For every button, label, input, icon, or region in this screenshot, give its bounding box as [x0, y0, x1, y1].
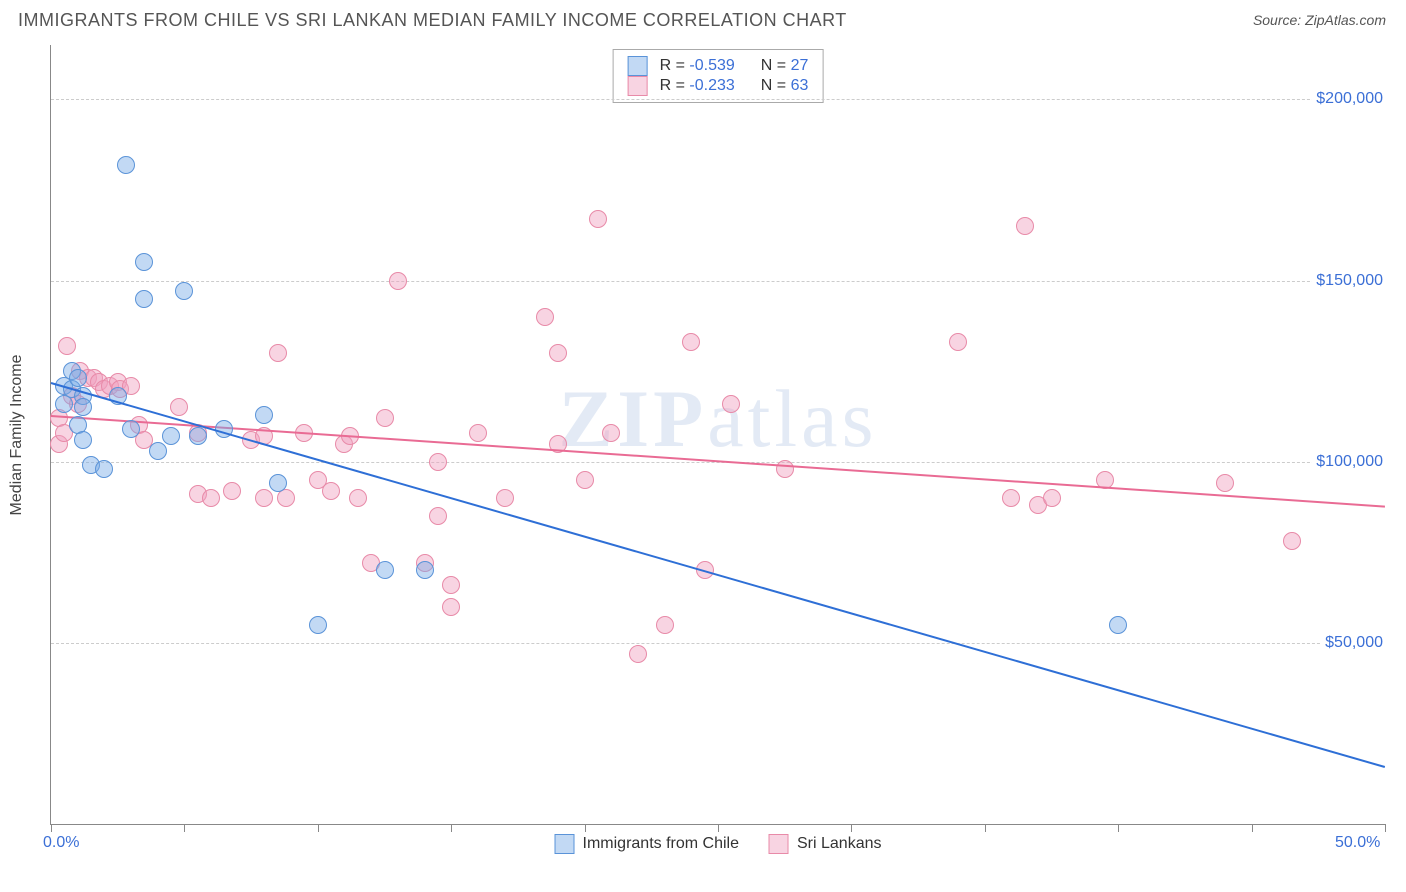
data-point-srilankan	[223, 482, 241, 500]
data-point-srilankan	[442, 598, 460, 616]
data-point-chile	[135, 253, 153, 271]
data-point-chile	[416, 561, 434, 579]
data-point-srilankan	[442, 576, 460, 594]
data-point-srilankan	[389, 272, 407, 290]
legend-swatch-chile	[628, 56, 648, 76]
x-tick	[318, 824, 319, 832]
data-point-srilankan	[269, 344, 287, 362]
data-point-srilankan	[1283, 532, 1301, 550]
data-point-chile	[309, 616, 327, 634]
data-point-srilankan	[602, 424, 620, 442]
source-label: Source:	[1253, 12, 1305, 28]
data-point-srilankan	[629, 645, 647, 663]
y-tick-label: $50,000	[1321, 634, 1387, 652]
x-tick	[451, 824, 452, 832]
data-point-chile	[269, 474, 287, 492]
chart-title: IMMIGRANTS FROM CHILE VS SRI LANKAN MEDI…	[18, 10, 847, 31]
data-point-srilankan	[202, 489, 220, 507]
data-point-chile	[74, 398, 92, 416]
data-point-srilankan	[469, 424, 487, 442]
legend-series: Immigrants from Chile Sri Lankans	[555, 834, 882, 854]
legend-swatch-srilankan-bottom	[769, 834, 789, 854]
x-tick	[985, 824, 986, 832]
legend-swatch-srilankan	[628, 76, 648, 96]
legend-stats: R = -0.539 N = 27 R = -0.233 N = 63	[613, 49, 824, 103]
data-point-srilankan	[682, 333, 700, 351]
x-tick	[718, 824, 719, 832]
data-point-chile	[1109, 616, 1127, 634]
legend-stats-row-srilankan: R = -0.233 N = 63	[628, 76, 809, 96]
data-point-srilankan	[170, 398, 188, 416]
data-point-chile	[189, 427, 207, 445]
data-point-srilankan	[376, 409, 394, 427]
x-tick	[1252, 824, 1253, 832]
data-point-chile	[149, 442, 167, 460]
data-point-chile	[162, 427, 180, 445]
data-point-srilankan	[549, 344, 567, 362]
data-point-srilankan	[589, 210, 607, 228]
x-tick	[585, 824, 586, 832]
data-point-chile	[376, 561, 394, 579]
legend-item-srilankan: Sri Lankans	[769, 834, 882, 854]
data-point-srilankan	[322, 482, 340, 500]
gridline	[51, 99, 1385, 100]
data-point-srilankan	[536, 308, 554, 326]
data-point-srilankan	[496, 489, 514, 507]
y-tick-label: $100,000	[1312, 453, 1387, 471]
source-name: ZipAtlas.com	[1305, 12, 1386, 28]
legend-stats-row-chile: R = -0.539 N = 27	[628, 56, 809, 76]
y-tick-label: $150,000	[1312, 272, 1387, 290]
x-tick-label: 0.0%	[43, 834, 79, 852]
data-point-srilankan	[1216, 474, 1234, 492]
data-point-srilankan	[949, 333, 967, 351]
data-point-srilankan	[349, 489, 367, 507]
x-tick-label: 50.0%	[1335, 834, 1380, 852]
x-tick	[184, 824, 185, 832]
gridline	[51, 643, 1385, 644]
data-point-chile	[69, 369, 87, 387]
scatter-chart: Median Family Income ZIPatlas R = -0.539…	[50, 45, 1385, 825]
x-tick	[1385, 824, 1386, 832]
data-point-srilankan	[776, 460, 794, 478]
data-point-chile	[95, 460, 113, 478]
legend-label-chile: Immigrants from Chile	[583, 835, 739, 853]
data-point-srilankan	[1002, 489, 1020, 507]
data-point-srilankan	[656, 616, 674, 634]
trend-line-chile	[51, 382, 1386, 768]
data-point-chile	[117, 156, 135, 174]
data-point-srilankan	[722, 395, 740, 413]
x-tick	[851, 824, 852, 832]
data-point-chile	[74, 431, 92, 449]
source-credit: Source: ZipAtlas.com	[1253, 12, 1386, 30]
legend-swatch-chile-bottom	[555, 834, 575, 854]
y-axis-title: Median Family Income	[8, 354, 26, 515]
data-point-srilankan	[1016, 217, 1034, 235]
data-point-chile	[255, 406, 273, 424]
data-point-chile	[135, 290, 153, 308]
data-point-srilankan	[576, 471, 594, 489]
legend-item-chile: Immigrants from Chile	[555, 834, 739, 854]
x-tick	[51, 824, 52, 832]
gridline	[51, 281, 1385, 282]
data-point-srilankan	[58, 337, 76, 355]
x-tick	[1118, 824, 1119, 832]
y-tick-label: $200,000	[1312, 90, 1387, 108]
data-point-srilankan	[255, 489, 273, 507]
data-point-srilankan	[429, 507, 447, 525]
data-point-chile	[122, 420, 140, 438]
data-point-chile	[175, 282, 193, 300]
data-point-srilankan	[429, 453, 447, 471]
data-point-srilankan	[1043, 489, 1061, 507]
legend-label-srilankan: Sri Lankans	[797, 835, 882, 853]
